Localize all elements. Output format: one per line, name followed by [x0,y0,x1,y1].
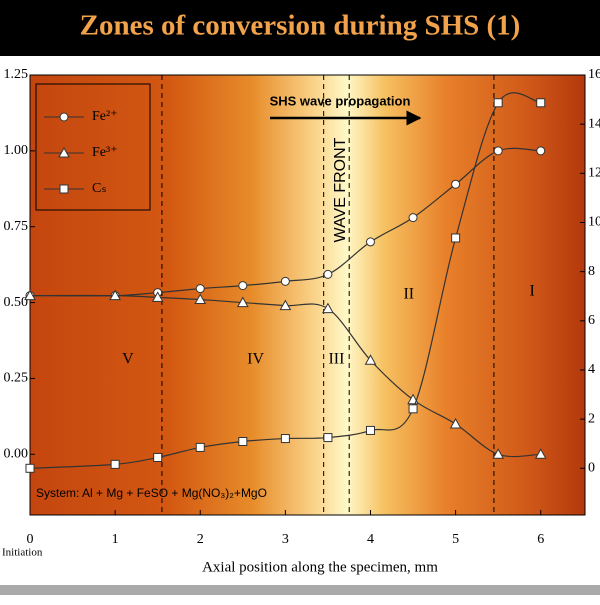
marker [323,433,333,443]
marker [24,289,36,301]
x-tick-label: 3 [282,532,289,547]
y2-tick-label: 6 [588,313,595,328]
marker [238,281,248,291]
marker [408,404,418,414]
marker [536,146,546,156]
marker [195,442,205,452]
y-tick-label: 1.25 [4,67,29,82]
y2-tick-label: 2 [588,411,595,426]
marker [279,299,292,311]
y2-tick-label: 0 [588,461,595,476]
y-tick-label: 1.00 [4,143,29,158]
legend [35,83,151,211]
marker [449,417,462,429]
marker [59,112,69,122]
x-axis-label: Axial position along the specimen, mm [202,559,438,575]
x-tick-label: 1 [112,532,119,547]
marker [365,237,375,247]
x-tick-label: 0 [27,532,34,547]
x-note: Initiation [2,547,43,559]
y2-tick-label: 14 [588,116,600,131]
marker [236,296,249,308]
marker [492,448,505,459]
legend-label: Cₛ [92,181,107,196]
chart-title: Zones of conversion during SHS (1) [80,10,521,42]
marker [322,302,334,314]
y2-tick-label: 16 [588,67,600,82]
x-tick-label: 6 [537,532,544,547]
y-tick-label: 0.25 [4,371,29,386]
zone-label: I [530,283,535,300]
zone-label: IV [247,351,264,368]
marker [536,98,546,108]
marker [25,463,35,473]
marker [153,452,163,462]
system-note: System: Al + Mg + FeSO + Mg(NO₃)₂+MgO [36,486,267,500]
marker [493,146,503,156]
y2-tick-label: 10 [588,215,600,230]
x-tick-label: 5 [452,532,459,547]
marker [59,184,69,194]
annotation: SHS wave propagation [270,93,411,108]
marker [151,291,164,302]
marker [195,284,205,294]
marker [365,425,375,435]
marker [451,233,461,243]
footer-bar [0,585,600,595]
y2-tick-label: 8 [588,264,595,279]
marker [493,98,503,108]
marker [194,293,207,305]
legend-label: Fe²⁺ [92,109,118,124]
y-tick-label: 0.75 [4,219,29,234]
marker [280,434,290,444]
y-tick-label: 0.00 [4,447,29,462]
marker [323,269,333,279]
x-tick-label: 4 [367,532,374,547]
y-tick-label: 0.50 [4,295,29,310]
marker [451,179,461,189]
y2-tick-label: 12 [588,166,600,181]
x-tick-label: 2 [197,532,204,547]
wave-front-label: WAVE FRONT [332,137,349,242]
zone-label: V [122,351,134,368]
legend-label: Fe³⁺ [92,145,118,160]
marker [364,354,377,365]
marker [238,437,248,447]
marker [110,459,120,469]
y2-tick-label: 4 [588,362,595,377]
marker [280,276,290,286]
marker [408,213,418,223]
header [0,0,600,56]
zone-label: III [328,351,344,368]
marker [534,448,547,459]
marker [109,289,121,301]
marker [58,146,70,158]
zone-label: II [403,286,414,303]
